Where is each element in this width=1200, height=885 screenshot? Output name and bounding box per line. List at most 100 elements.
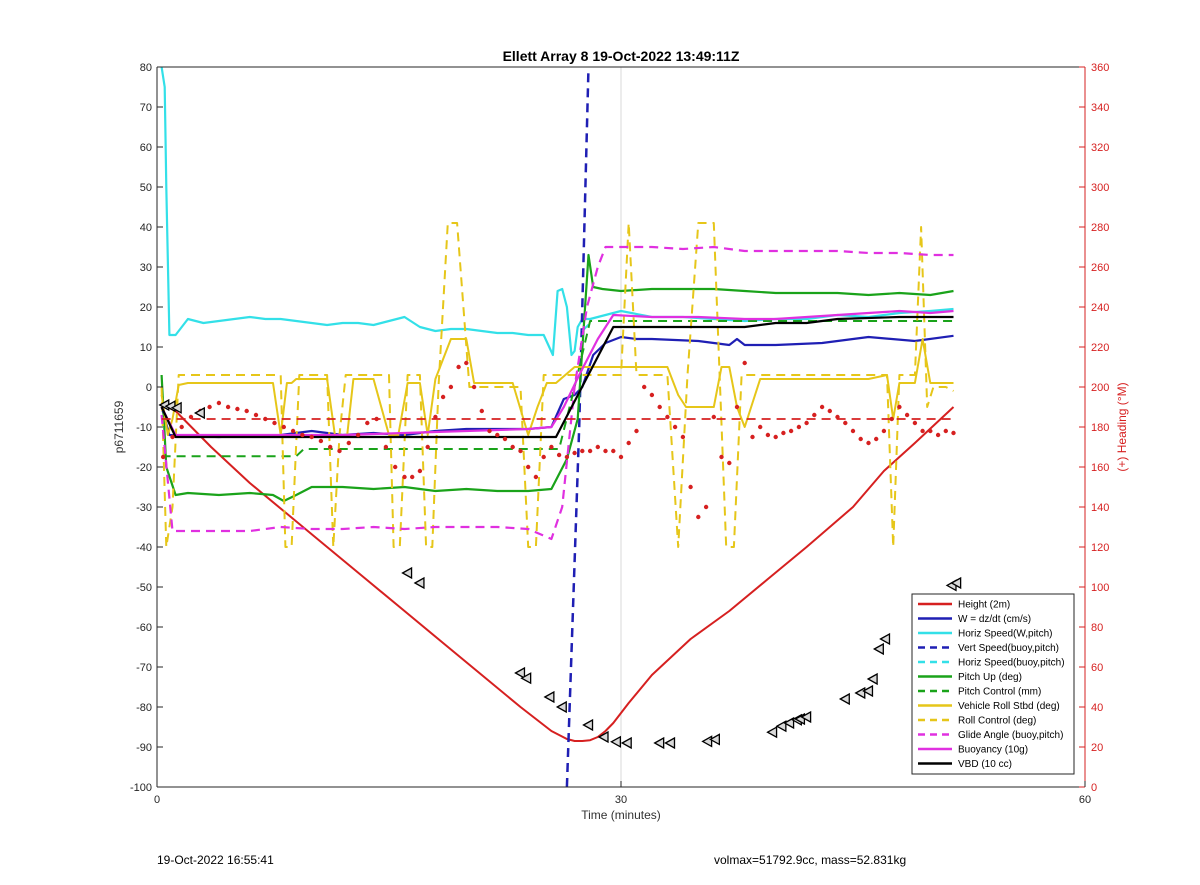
heading-point [502,436,508,442]
heading-point [951,430,956,436]
heading-point [300,432,305,438]
heading-point [943,428,948,434]
heading-point [564,454,570,460]
y2-tick-label: 120 [1091,542,1109,554]
legend-label-roll: Vehicle Roll Stbd (deg) [958,701,1060,712]
legend-label-vbd: VBD (10 cc) [958,759,1012,770]
heading-point [541,454,546,460]
heading-point [355,432,361,438]
heading-point [518,448,523,454]
heading-point [533,474,539,480]
height-marker [514,666,526,680]
y2-tick-label: 40 [1091,702,1103,714]
heading-point [889,416,894,422]
heading-point [188,414,194,420]
series-vbd [160,315,954,439]
y-tick-label: -70 [136,662,152,674]
heading-point [719,454,724,460]
height-marker [854,686,866,700]
height-marker [170,401,182,414]
height-marker [597,730,609,744]
heading-point [727,460,732,466]
height-markers [158,398,962,750]
height-marker [701,735,713,748]
series-pitch [160,253,954,503]
height-marker [800,710,812,724]
heading-point [812,412,817,418]
y2-tick-label: 320 [1091,142,1109,154]
heading-point [216,400,222,406]
y-tick-label: -60 [136,622,152,634]
heading-point [626,440,631,446]
heading-point [881,428,887,434]
legend: Height (2m) W = dz/dt (cm/s) Horiz Speed(W… [911,593,1075,775]
series-height [162,404,955,742]
heading-point [611,448,616,454]
y2-tick-label: 100 [1091,582,1109,594]
series-roll_control [160,222,954,548]
footer-vehicle-params: volmax=51792.9cc, mass=52.831kg [714,853,907,867]
footer-timestamp: 19-Oct-2022 16:55:41 [157,853,274,867]
heading-point [897,404,902,410]
y-tick-label: -30 [136,502,152,514]
legend-label-horiz_buoy: Horiz Speed(buoy,pitch) [958,658,1065,669]
y2-tick-label: 180 [1091,422,1109,434]
heading-point [318,438,324,444]
heading-point [433,414,438,420]
height-marker [543,690,555,704]
heading-point [393,464,398,470]
heading-point [866,440,871,446]
heading-point [912,420,918,426]
heading-dots [161,360,956,520]
y2-tick-label: 280 [1091,222,1109,234]
heading-point [595,444,600,450]
x-axis-label: Time (minutes) [581,808,661,822]
height-marker [664,736,676,750]
heading-point [758,424,763,430]
heading-point [642,384,647,390]
height-marker [862,684,874,698]
heading-point [920,428,925,434]
heading-point [827,408,832,414]
heading-point [207,404,212,410]
y-tick-label: 30 [140,262,152,274]
y-tick-label: 0 [146,382,152,394]
legend-label-pitch: Pitch Up (deg) [958,672,1022,683]
legend-label-roll_control: Roll Control (deg) [958,716,1036,727]
heading-point [796,424,802,430]
series-roll [160,338,954,436]
height-marker [401,566,413,580]
y-tick-label: 10 [140,342,152,354]
heading-point [383,444,389,450]
heading-point [781,430,786,436]
heading-point [464,360,469,366]
heading-point [495,432,500,438]
heading-point [618,454,624,460]
y2-tick-label: 260 [1091,262,1109,274]
x-tick-label: 30 [615,794,627,806]
y2-tick-label: 80 [1091,622,1103,634]
height-marker [775,720,787,733]
height-marker [520,672,532,685]
heading-point [688,484,693,490]
heading-point [874,436,879,442]
heading-point [649,392,655,398]
y2-tick-label: 340 [1091,102,1109,114]
heading-point [526,464,531,470]
height-marker [866,672,878,686]
legend-label-glide: Glide Angle (buoy,pitch) [958,730,1063,741]
heading-point [510,444,515,450]
heading-point [365,420,370,426]
y2-tick-label: 300 [1091,182,1109,194]
legend-label-pitch_control: Pitch Control (mm) [958,687,1041,698]
series-glide [160,245,954,541]
heading-point [711,414,716,420]
heading-point [290,428,296,434]
heading-point [680,434,686,440]
height-marker [783,716,795,730]
height-marker [413,576,425,590]
heading-point [819,404,825,410]
heading-point [696,514,701,520]
heading-point [337,448,342,454]
heading-point [440,394,446,400]
